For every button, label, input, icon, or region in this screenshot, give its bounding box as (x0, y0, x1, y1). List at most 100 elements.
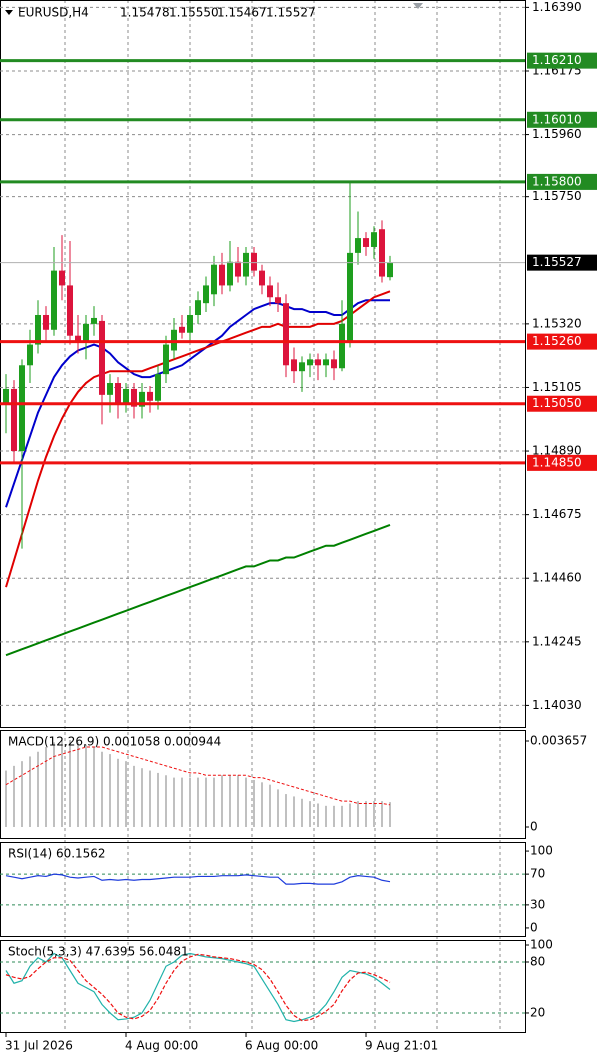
histogram-bar (253, 779, 255, 827)
candle-body (227, 261, 233, 286)
histogram-bar (301, 798, 303, 827)
histogram-bar (197, 777, 199, 827)
y-tick-label: 0.003657 (530, 734, 587, 748)
ohlc-label: 1.15467 (217, 6, 267, 20)
candle-body (323, 359, 329, 366)
histogram-bar (69, 739, 71, 827)
panel-frame (0, 0, 526, 728)
level-label-box (527, 333, 597, 350)
level-label: 1.16210 (532, 53, 582, 67)
moving-average (5, 524, 391, 657)
histogram-bar (173, 777, 175, 827)
histogram-bar (165, 775, 167, 827)
moving-average (5, 299, 390, 508)
y-tick-label: 80 (530, 955, 545, 969)
candle-body (251, 252, 257, 271)
histogram-bar (157, 772, 159, 827)
histogram-bar (21, 761, 23, 827)
ohlc-label: 1.15527 (266, 6, 316, 20)
histogram-bar (389, 802, 391, 827)
level-label: 1.15800 (532, 174, 582, 188)
y-tick-label: 0 (530, 819, 538, 833)
candle-body (187, 314, 193, 333)
histogram-bar (13, 765, 15, 827)
y-tick-label: 30 (530, 897, 545, 911)
panel-frame (0, 940, 526, 1033)
histogram-bar (181, 777, 183, 827)
y-tick-label: 0 (530, 920, 538, 934)
histogram-bar (93, 747, 95, 827)
y-tick-label: 1.14675 (532, 507, 582, 521)
histogram-bar (325, 805, 327, 827)
histogram-bar (101, 751, 103, 827)
histogram-bar (237, 775, 239, 827)
candle-body (59, 270, 65, 286)
level-label-box (527, 52, 597, 69)
histogram-bar (381, 801, 383, 827)
level-label: 1.14850 (532, 455, 582, 469)
candle-body (115, 383, 121, 404)
indicator-title: MACD(12,26,9) 0.001058 0.000944 (8, 735, 221, 749)
candle-body (147, 391, 153, 401)
indicator-title: Stoch(5,3,3) 47.6395 56.0481 (8, 945, 189, 959)
y-tick-label: 100 (530, 844, 553, 858)
y-tick-label: 20 (530, 1005, 545, 1019)
candle-body (203, 285, 209, 304)
level-label-box (527, 111, 597, 128)
x-tick-label: 4 Aug 00:00 (125, 1039, 198, 1053)
candle-body (67, 285, 73, 336)
candle-body (307, 359, 313, 366)
candle-body (35, 314, 41, 345)
last-price-label: 1.15527 (532, 255, 582, 269)
candle-body (123, 388, 129, 404)
candle-body (275, 297, 281, 304)
candle-body (179, 326, 185, 333)
candle-body (371, 232, 377, 247)
candle-body (139, 391, 145, 407)
candle-body (243, 252, 249, 277)
histogram-bar (77, 742, 79, 827)
candle-body (27, 344, 33, 366)
histogram-bar (133, 765, 135, 827)
candle-body (339, 323, 345, 369)
panel-frame (0, 842, 526, 937)
y-tick-label: 1.14460 (532, 571, 582, 585)
histogram-bar (221, 775, 223, 827)
symbol-title: EURUSD,H4 (18, 6, 89, 20)
candle-body (19, 365, 25, 452)
candle-body (235, 261, 241, 277)
candle-body (259, 270, 265, 286)
histogram-bar (117, 758, 119, 827)
candle-body (387, 262, 393, 278)
candle-body (211, 264, 217, 295)
histogram-bar (349, 803, 351, 827)
candle-body (83, 323, 89, 342)
y-tick-label: 1.14030 (532, 698, 582, 712)
signal-line (5, 746, 391, 806)
histogram-bar (341, 805, 343, 827)
candle-body (219, 264, 225, 286)
candle-body (299, 362, 305, 372)
candle-body (75, 335, 81, 342)
level-label-box (527, 173, 597, 190)
candle-body (131, 388, 137, 407)
histogram-bar (269, 784, 271, 827)
indicator-line (5, 952, 391, 1023)
indicator-title: RSI(14) 60.1562 (8, 847, 106, 861)
candle-body (107, 383, 113, 395)
histogram-bar (277, 789, 279, 827)
histogram-bar (373, 801, 375, 827)
candle-body (331, 359, 337, 369)
x-tick-label: 6 Aug 00:00 (245, 1039, 318, 1053)
histogram-bar (61, 739, 63, 827)
candle-body (195, 300, 201, 315)
y-tick-label: 1.14245 (532, 634, 582, 648)
candle-body (283, 303, 289, 366)
histogram-bar (317, 803, 319, 827)
histogram-bar (109, 754, 111, 827)
candle-body (91, 317, 97, 324)
candle-body (155, 374, 161, 401)
histogram-bar (85, 744, 87, 827)
last-price-box (527, 254, 597, 271)
